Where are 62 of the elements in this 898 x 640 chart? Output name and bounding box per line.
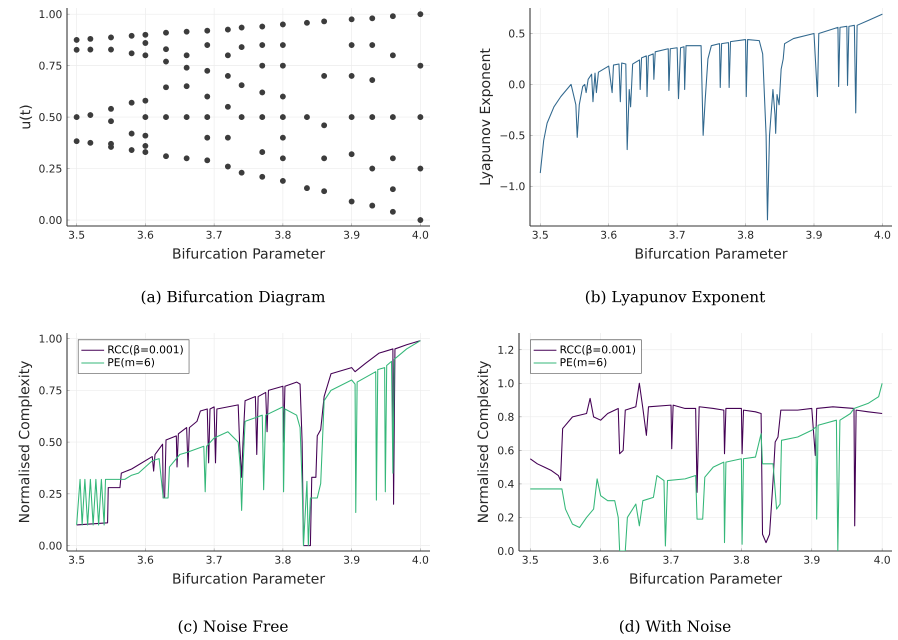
y-axis-title: Normalised Complexity [477, 360, 491, 522]
y-tick-label: 1.2 [498, 346, 514, 354]
x-tick-label: 4.0 [874, 230, 890, 239]
y-tick-label: −0.5 [500, 131, 524, 140]
y-tick-label: −1.0 [500, 182, 525, 190]
y-tick-label: 0.25 [39, 490, 62, 498]
text: (d) With Noise [620, 620, 730, 634]
legend-label: RCC(β=0.001) [108, 345, 183, 356]
y-tick-label: 0.5 [509, 29, 524, 38]
x-axis-title: Bifurcation Parameter [173, 248, 326, 259]
x-tick-label: 3.7 [206, 230, 222, 239]
x-axis-title: Bifurcation Parameter [173, 572, 326, 584]
x-tick-label: 3.6 [592, 556, 608, 564]
x-tick-label: 3.9 [344, 556, 360, 564]
y-axis-title: Lyapunov Exponent [480, 48, 493, 184]
y-tick-label: 1.00 [40, 334, 62, 343]
x-tick-label: 4.0 [412, 556, 428, 564]
x-tick-label: 3.8 [275, 556, 291, 564]
x-tick-label: 3.7 [663, 556, 679, 564]
x-tick-label: 3.8 [275, 230, 291, 239]
y-tick-label: 0.8 [498, 412, 514, 421]
legend-label: RCC(β=0.001) [560, 345, 636, 356]
y-tick-label: 1.00 [40, 10, 62, 18]
legend-label: PE(m=6) [560, 358, 606, 368]
x-tick-label: 3.6 [138, 556, 154, 564]
x-tick-label: 3.7 [669, 230, 685, 239]
y-tick-label: 1.0 [498, 379, 514, 388]
y-tick-label: 0.0 [509, 80, 525, 88]
y-axis-title: Normalised Complexity [18, 360, 32, 522]
text: (b) Lyapunov Exponent [586, 290, 766, 306]
x-tick-label: 3.5 [532, 230, 548, 239]
x-tick-label: 3.9 [806, 230, 822, 239]
x-axis-title: Bifurcation Parameter [636, 248, 788, 259]
x-tick-label: 3.5 [68, 556, 84, 564]
y-tick-label: 0.75 [39, 62, 62, 70]
x-tick-label: 3.8 [738, 230, 754, 239]
y-tick-label: 0.2 [498, 513, 514, 522]
x-axis-title: Bifurcation Parameter [630, 572, 782, 584]
y-tick-label: 0.75 [39, 386, 62, 394]
y-axis-title: u(t) [20, 106, 32, 128]
line-series [540, 14, 883, 220]
x-tick-label: 3.9 [804, 556, 820, 564]
y-tick-label: 0.25 [39, 164, 62, 173]
x-tick-label: 3.6 [138, 230, 154, 239]
x-tick-label: 3.6 [601, 230, 617, 239]
legend-label: PE(m=6) [108, 358, 154, 368]
x-tick-label: 3.5 [68, 230, 84, 239]
y-tick-label: 0.0 [498, 546, 514, 556]
y-tick-label: 0.00 [39, 542, 62, 550]
x-tick-label: 4.0 [874, 556, 890, 564]
y-tick-label: 0.6 [498, 446, 514, 454]
y-tick-label: 0.50 [39, 113, 62, 122]
y-tick-label: 0.00 [39, 216, 62, 224]
y-tick-label: 0.4 [498, 480, 514, 488]
x-tick-label: 3.7 [206, 556, 222, 564]
x-tick-label: 3.8 [734, 556, 750, 564]
x-tick-label: 4.0 [412, 230, 428, 239]
text: (a) Bifurcation Diagram [142, 290, 326, 306]
y-tick-label: 0.50 [39, 438, 62, 446]
x-tick-label: 3.9 [344, 230, 360, 239]
text: (c) Noise Free [178, 620, 288, 634]
x-tick-label: 3.5 [522, 556, 538, 564]
